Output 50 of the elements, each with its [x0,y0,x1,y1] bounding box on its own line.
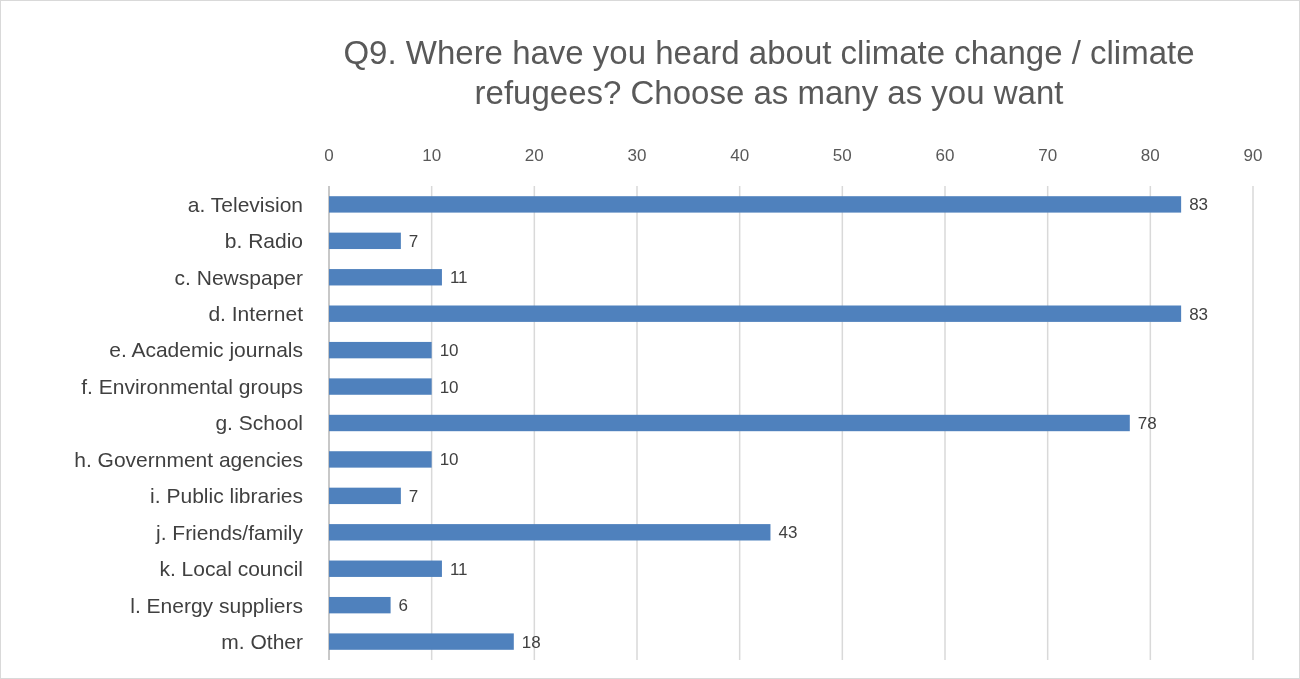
x-tick-label: 0 [324,146,334,165]
data-label: 83 [1189,195,1209,215]
bar [329,305,1182,322]
bar [329,378,432,395]
bar [329,560,442,577]
bar [329,451,432,468]
data-label: 43 [778,523,798,543]
x-tick-label: 60 [935,146,955,165]
data-label: 7 [408,231,419,251]
y-tick-label: b. Radio [224,229,303,253]
y-tick-label: g. School [215,411,303,435]
data-label: 10 [439,377,459,397]
data-label: 7 [408,486,419,506]
bar [329,414,1130,432]
x-tick-label: 80 [1140,146,1160,165]
x-tick-label: 50 [832,146,852,165]
data-label: 10 [439,450,459,470]
y-tick-label: j. Friends/family [154,520,304,544]
x-tick-label: 30 [627,146,647,165]
data-label: 83 [1189,304,1209,324]
x-tick-label: 90 [1243,146,1263,165]
bar [329,633,514,650]
bar [329,341,432,359]
bar [329,196,1182,213]
x-tick-label: 10 [422,146,442,165]
y-tick-label: i. Public libraries [150,484,303,508]
data-label: 11 [449,268,468,288]
y-tick-label: d. Internet [208,302,304,326]
bar [329,232,401,250]
data-label: 11 [449,559,468,579]
x-tick-label: 40 [730,146,750,165]
chart-title: Q9. Where have you heard about climate change / climate refugees? Choose as many as you want [343,34,1195,111]
x-tick-label: 70 [1038,146,1058,165]
y-tick-label: k. Local council [159,557,303,581]
data-label: 6 [398,596,409,616]
data-label: 10 [439,341,459,361]
y-tick-label: m. Other [221,629,303,653]
y-tick-label: h. Government agencies [74,447,303,471]
bar [329,596,391,614]
y-tick-label: l. Energy suppliers [130,593,303,617]
y-tick-label: a. Television [187,192,303,216]
x-tick-label: 20 [524,146,544,165]
y-tick-label: c. Newspaper [174,265,304,289]
bar [329,524,771,541]
y-tick-label: e. Academic journals [109,338,303,362]
bar [329,269,442,286]
data-label: 18 [521,632,541,652]
data-label: 78 [1137,413,1157,433]
bar [329,487,401,505]
y-tick-label: f. Environmental groups [81,374,303,398]
